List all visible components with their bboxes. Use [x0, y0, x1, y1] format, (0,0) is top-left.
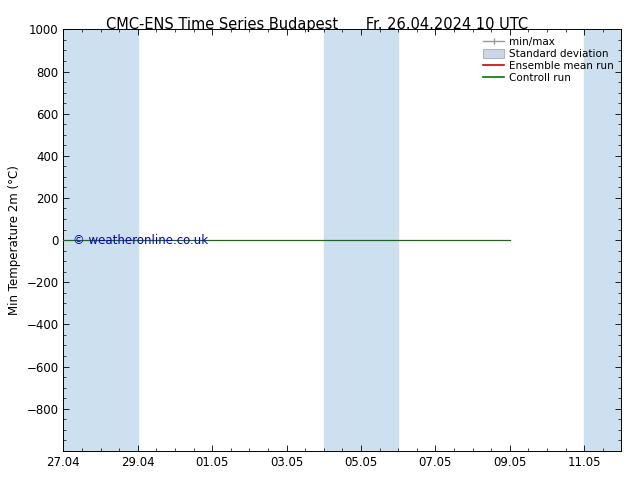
Text: © weatheronline.co.uk: © weatheronline.co.uk	[73, 234, 208, 247]
Bar	[63, 29, 138, 451]
Legend: min/max, Standard deviation, Ensemble mean run, Controll run: min/max, Standard deviation, Ensemble me…	[481, 35, 616, 85]
Bar	[324, 29, 398, 451]
Y-axis label: Min Temperature 2m (°C): Min Temperature 2m (°C)	[8, 165, 21, 315]
Text: CMC-ENS Time Series Budapest      Fr. 26.04.2024 10 UTC: CMC-ENS Time Series Budapest Fr. 26.04.2…	[106, 17, 528, 32]
Bar	[584, 29, 621, 451]
